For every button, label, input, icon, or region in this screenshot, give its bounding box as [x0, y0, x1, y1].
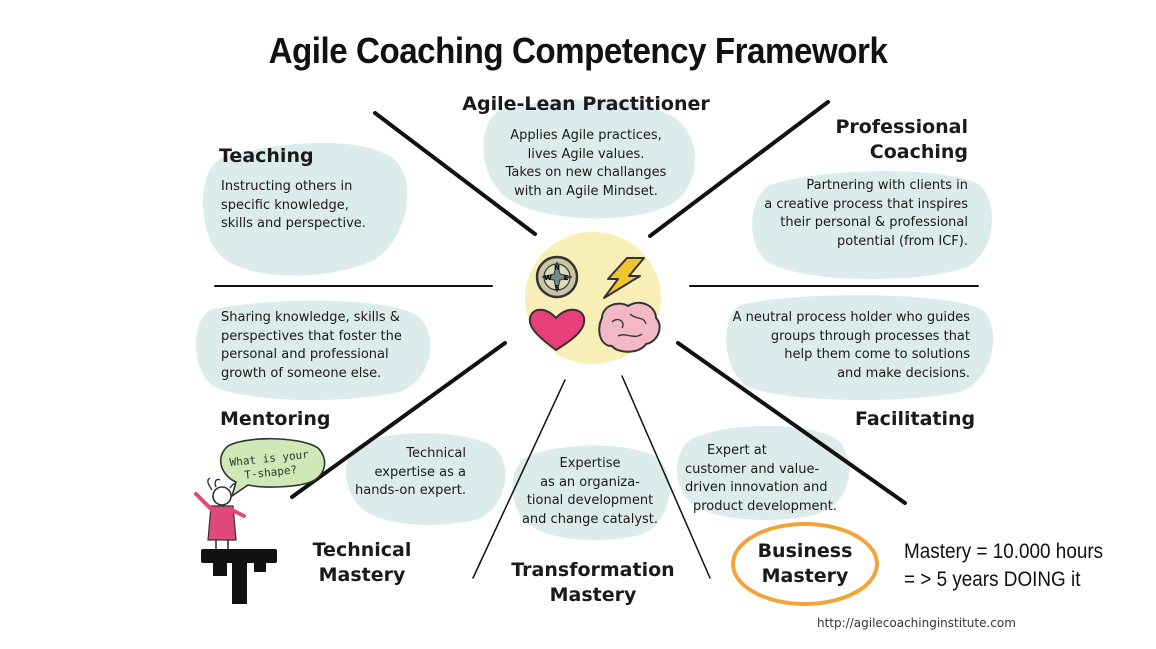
spoke-transformation [472, 379, 566, 579]
practitioner-description: Applies Agile practices, lives Agile val… [505, 128, 667, 199]
person-figure [194, 477, 246, 549]
professional-coaching-heading: Professional Coaching [835, 116, 968, 163]
teaching-heading: Teaching [219, 145, 314, 167]
compass-icon: N W E S [535, 255, 579, 299]
mentoring-blob [195, 300, 431, 401]
spoke-business [621, 375, 711, 579]
diagram-title: Agile Coaching Competency Framework [268, 30, 888, 71]
professional-coaching-blob [752, 171, 992, 280]
spoke-mentoring [290, 341, 507, 499]
heart-icon [528, 308, 586, 352]
transformation-blob [512, 445, 670, 540]
business-mastery-heading: Business Mastery [757, 540, 853, 587]
facilitating-description: A neutral process holder who guides grou… [732, 310, 970, 381]
practitioner-blob [483, 99, 696, 219]
practitioner-heading: Agile-Lean Practitioner [462, 93, 710, 115]
svg-text:S: S [554, 284, 559, 292]
teaching-blob [203, 142, 408, 276]
svg-text:E: E [564, 274, 569, 282]
mentoring-heading: Mentoring [220, 408, 331, 430]
svg-text:N: N [554, 264, 560, 272]
facilitating-blob [726, 295, 994, 401]
spoke-professional [648, 100, 830, 238]
business-description: Expert at customer and value- driven inn… [685, 443, 838, 514]
professional-coaching-description: Partnering with clients in a creative pr… [764, 178, 968, 249]
spoke-facilitating [676, 341, 907, 505]
transformation-mastery-heading: Transformation Mastery [511, 559, 675, 606]
technical-mastery-heading: Technical Mastery [312, 539, 412, 586]
business-mastery-ring [731, 522, 879, 606]
brain-icon [598, 301, 661, 353]
lightning-icon [603, 257, 645, 299]
speech-bubble [219, 437, 326, 498]
spokes [214, 100, 979, 579]
transformation-description: Expertise as an organiza- tional develop… [521, 456, 659, 527]
technical-description: Technical expertise as a hands-on expert… [354, 446, 466, 498]
mentoring-description: Sharing knowledge, skills & perspectives… [221, 310, 402, 381]
facilitating-heading: Facilitating [855, 408, 976, 430]
source-url: http://agilecoachinginstitute.com [817, 616, 1016, 630]
business-blob [676, 425, 850, 520]
svg-text:W: W [544, 274, 552, 282]
teaching-description: Instructing others in specific knowledge… [221, 179, 366, 231]
technical-blob [346, 433, 506, 525]
background-blobs [195, 99, 994, 540]
t-shape-icon [201, 549, 277, 604]
mastery-note: Mastery = 10.000 hours = > 5 years DOING… [904, 540, 1104, 591]
spoke-teaching [373, 111, 537, 236]
